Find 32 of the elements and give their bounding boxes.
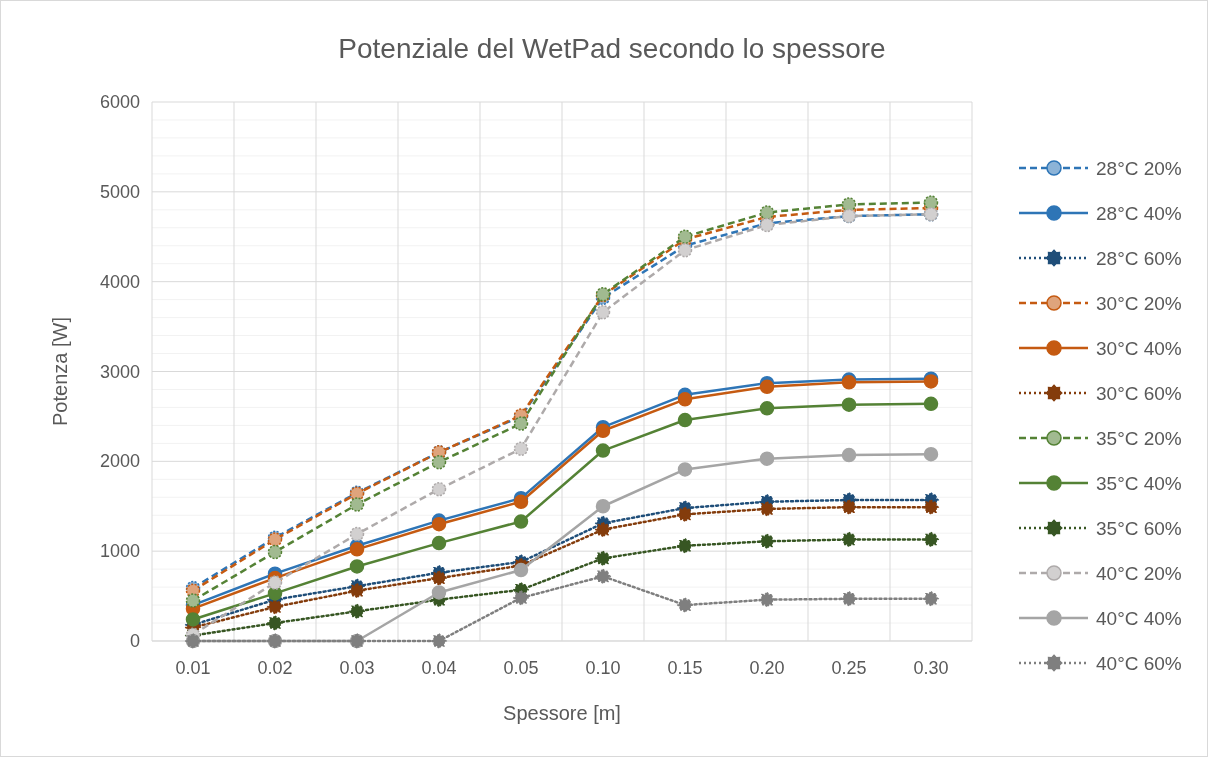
y-tick-label: 3000 <box>99 361 140 382</box>
y-tick-label: 5000 <box>99 181 140 202</box>
x-tick-label: 0.05 <box>503 658 539 678</box>
legend-label: 40°C 20% <box>1096 563 1182 584</box>
y-tick-label: 4000 <box>99 271 140 292</box>
chart-title: Potenziale del WetPad secondo lo spessore <box>338 33 886 64</box>
y-tick-label: 0 <box>129 631 140 651</box>
x-tick-label: 0.02 <box>257 658 293 678</box>
x-tick-label: 0.01 <box>175 658 211 678</box>
x-tick-label: 0.30 <box>913 658 949 678</box>
y-tick-label: 2000 <box>99 451 140 472</box>
legend-label: 30°C 40% <box>1096 338 1182 359</box>
legend-label: 28°C 40% <box>1096 203 1182 224</box>
legend-label: 28°C 60% <box>1096 248 1182 269</box>
legend-label: 40°C 60% <box>1096 653 1182 674</box>
legend-label: 30°C 60% <box>1096 383 1182 404</box>
legend-label: 35°C 20% <box>1096 428 1182 449</box>
legend-label: 28°C 20% <box>1096 158 1182 179</box>
legend-label: 40°C 40% <box>1096 608 1182 629</box>
legend-label: 30°C 20% <box>1096 293 1182 314</box>
x-tick-label: 0.03 <box>339 658 375 678</box>
x-tick-label: 0.15 <box>667 658 703 678</box>
x-tick-label: 0.20 <box>749 658 785 678</box>
x-tick-label: 0.25 <box>831 658 867 678</box>
y-axis-title: Potenza [W] <box>49 317 71 426</box>
legend-label: 35°C 60% <box>1096 518 1182 539</box>
y-tick-label: 6000 <box>99 92 140 112</box>
x-axis-title: Spessore [m] <box>503 702 621 724</box>
x-tick-label: 0.10 <box>585 658 621 678</box>
x-tick-label: 0.04 <box>421 658 457 678</box>
legend-label: 35°C 40% <box>1096 473 1182 494</box>
y-tick-label: 1000 <box>99 541 140 562</box>
